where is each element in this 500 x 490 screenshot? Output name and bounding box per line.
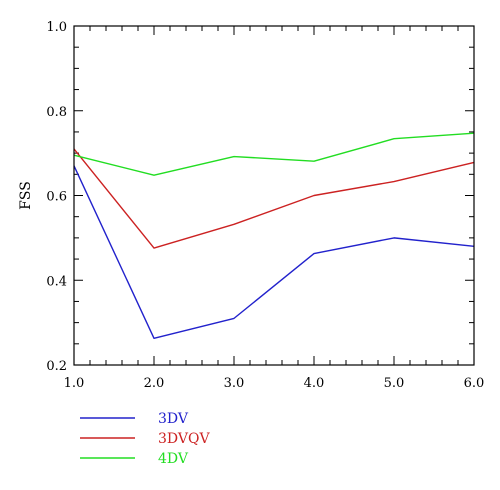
y-tick-label: 0.2: [46, 359, 67, 374]
y-tick-label: 0.4: [46, 274, 67, 289]
legend-label-4dv: 4DV: [158, 451, 189, 467]
series-line-4dv: [73, 132, 475, 176]
series-lines: [73, 132, 475, 339]
x-tick-label: 4.0: [304, 376, 325, 391]
y-tick-label: 0.6: [46, 190, 67, 205]
x-tick-label: 3.0: [224, 376, 245, 391]
y-tick-labels: 0.2 0.4 0.6 0.8 1.0: [46, 20, 67, 374]
y-axis-label: FSS: [18, 181, 34, 210]
plot-frame: [73, 25, 475, 366]
x-tick-labels: 1.0 2.0 3.0 4.0 5.0 6.0: [64, 376, 485, 391]
x-tick-label: 5.0: [384, 376, 405, 391]
axis-ticks: [73, 25, 475, 366]
legend: 3DV 3DVQV 4DV: [80, 411, 210, 467]
legend-label-3dv: 3DV: [158, 411, 189, 427]
series-line-3dvqv: [73, 148, 475, 249]
y-tick-label: 0.8: [46, 105, 67, 120]
x-tick-label: 6.0: [464, 376, 485, 391]
y-tick-label: 1.0: [46, 20, 67, 35]
x-tick-label: 1.0: [64, 376, 85, 391]
x-tick-label: 2.0: [144, 376, 165, 391]
series-line-3dv: [73, 165, 475, 339]
legend-label-3dvqv: 3DVQV: [158, 431, 210, 447]
